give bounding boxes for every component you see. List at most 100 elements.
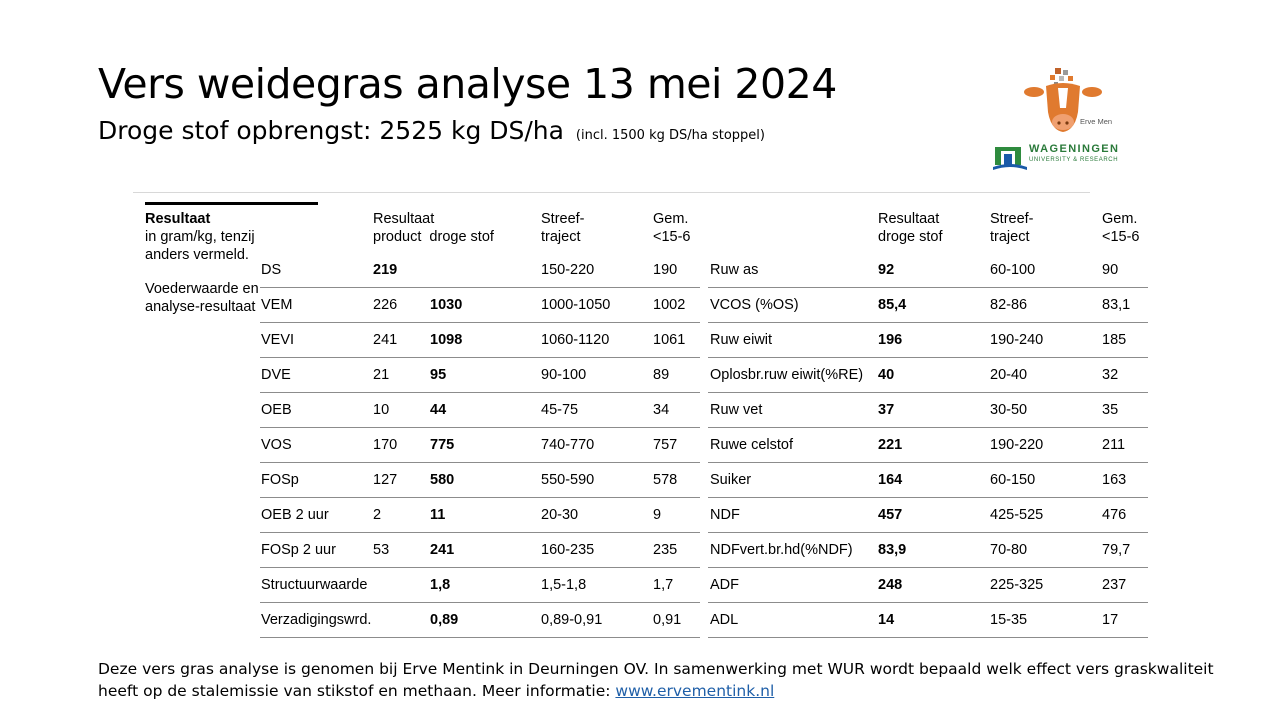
- row-dry-value: 164: [878, 472, 903, 488]
- table-row: NDF 457 425-525 476: [708, 497, 1148, 533]
- table-row: DVE 21 95 90-100 89: [260, 357, 700, 393]
- table-frame-top: [133, 192, 1090, 193]
- table-row: Ruw vet 37 30-50 35: [708, 392, 1148, 428]
- row-dry-value: 241: [430, 542, 455, 558]
- row-average: 90: [1102, 262, 1119, 278]
- row-target: 70-80: [990, 542, 1028, 558]
- row-target: 0,89-0,91: [541, 612, 603, 628]
- table-row: FOSp 2 uur 53 241 160-235 235: [260, 532, 700, 568]
- table-row: FOSp 127 580 550-590 578: [260, 462, 700, 498]
- row-dry-value: 580: [430, 472, 455, 488]
- row-average: 17: [1102, 612, 1119, 628]
- row-dry-value: 40: [878, 367, 895, 383]
- right-header-result: Resultaat droge stof: [878, 211, 943, 245]
- left-header-result: Resultaat product droge stof: [373, 211, 494, 245]
- row-target: 1000-1050: [541, 297, 611, 313]
- row-average: 32: [1102, 367, 1119, 383]
- page-subtitle: Droge stof opbrengst: 2525 kg DS/ha (inc…: [98, 116, 765, 146]
- row-product-value: 226: [373, 297, 398, 313]
- table-row: Suiker 164 60-150 163: [708, 462, 1148, 498]
- footer-note: Deze vers gras analyse is genomen bij Er…: [98, 658, 1218, 702]
- table-row: Ruwe celstof 221 190-220 211: [708, 427, 1148, 463]
- row-average: 83,1: [1102, 297, 1131, 313]
- table-row: ADF 248 225-325 237: [708, 567, 1148, 603]
- row-target: 425-525: [990, 507, 1044, 523]
- row-target: 82-86: [990, 297, 1028, 313]
- row-label: Suiker: [710, 472, 752, 488]
- row-dry-value: 44: [430, 402, 447, 418]
- left-header-target: Streef- traject: [541, 211, 585, 245]
- row-label: DS: [261, 262, 282, 278]
- row-average: 757: [653, 437, 678, 453]
- table-row: Structuurwaarde 1,8 1,5-1,8 1,7: [260, 567, 700, 603]
- row-average: 9: [653, 507, 662, 523]
- table-row: Ruw as 92 60-100 90: [708, 252, 1148, 288]
- row-label: FOSp 2 uur: [261, 542, 336, 558]
- row-dry-value: 37: [878, 402, 895, 418]
- erve-mentink-logo-text: Erve Mentink: [1080, 117, 1112, 126]
- row-dry-value: 1098: [430, 332, 463, 348]
- wur-emblem-icon: [993, 147, 1027, 170]
- row-target: 20-40: [990, 367, 1028, 383]
- table-row: VOS 170 775 740-770 757: [260, 427, 700, 463]
- row-target: 15-35: [990, 612, 1028, 628]
- row-target: 1060-1120: [541, 332, 610, 348]
- row-label: NDF: [710, 507, 740, 523]
- row-product-value: 53: [373, 542, 390, 558]
- table-row: Verzadigingswrd. 0,89 0,89-0,91 0,91: [260, 602, 700, 638]
- website-link[interactable]: www.ervementink.nl: [615, 682, 775, 700]
- row-product-value: 10: [373, 402, 390, 418]
- table-row: OEB 2 uur 2 11 20-30 9: [260, 497, 700, 533]
- yield-text: Droge stof opbrengst: 2525 kg DS/ha: [98, 116, 564, 145]
- row-average: 578: [653, 472, 678, 488]
- row-average: 34: [653, 402, 670, 418]
- table-row: ADL 14 15-35 17: [708, 602, 1148, 638]
- row-target: 160-235: [541, 542, 595, 558]
- table-row: VEM 226 1030 1000-1050 1002: [260, 287, 700, 323]
- row-target: 190-240: [990, 332, 1044, 348]
- wageningen-logo: WAGENINGEN UNIVERSITY & RESEARCH: [993, 141, 1133, 173]
- row-average: 163: [1102, 472, 1127, 488]
- yield-note: (incl. 1500 kg DS/ha stoppel): [575, 128, 765, 143]
- row-product-value: 127: [373, 472, 398, 488]
- row-dry-value: 221: [878, 437, 903, 453]
- left-header-average: Gem. <15-6: [653, 211, 691, 245]
- row-label: Ruw as: [710, 262, 759, 278]
- row-label: OEB: [261, 402, 292, 418]
- erve-mentink-logo: Erve Mentink: [1024, 68, 1112, 132]
- row-average: 79,7: [1102, 542, 1131, 558]
- table-accent-line: [145, 202, 318, 205]
- row-label: VOS: [261, 437, 292, 453]
- row-dry-value: 92: [878, 262, 895, 278]
- row-average: 0,91: [653, 612, 682, 628]
- row-average: 211: [1102, 437, 1126, 453]
- row-label: VEM: [261, 297, 293, 313]
- row-label: Structuurwaarde: [261, 577, 368, 593]
- row-label: OEB 2 uur: [261, 507, 329, 523]
- table-row: DS 219 150-220 190: [260, 252, 700, 288]
- row-target: 190-220: [990, 437, 1044, 453]
- footer-text: Deze vers gras analyse is genomen bij Er…: [98, 660, 1214, 700]
- table-row: VEVI 241 1098 1060-1120 1061: [260, 322, 700, 358]
- row-label: Ruw vet: [710, 402, 763, 418]
- row-dry-value: 1,8: [430, 577, 451, 593]
- wur-logo-text: WAGENINGEN: [1029, 143, 1120, 155]
- row-target: 60-150: [990, 472, 1036, 488]
- row-label: Ruw eiwit: [710, 332, 773, 348]
- row-average: 235: [653, 542, 678, 558]
- row-label: FOSp: [261, 472, 299, 488]
- row-target: 90-100: [541, 367, 587, 383]
- row-target: 30-50: [990, 402, 1028, 418]
- row-dry-value: 0,89: [430, 612, 459, 628]
- row-average: 476: [1102, 507, 1127, 523]
- row-label: ADL: [710, 612, 739, 628]
- row-average: 1002: [653, 297, 686, 313]
- row-label: VEVI: [261, 332, 295, 348]
- row-average: 1061: [653, 332, 686, 348]
- table-row: VCOS (%OS) 85,4 82-86 83,1: [708, 287, 1148, 323]
- row-target: 20-30: [541, 507, 579, 523]
- row-average: 1,7: [653, 577, 674, 593]
- row-dry-value: 83,9: [878, 542, 907, 558]
- row-target: 60-100: [990, 262, 1036, 278]
- page-title: Vers weidegras analyse 13 mei 2024: [98, 60, 837, 108]
